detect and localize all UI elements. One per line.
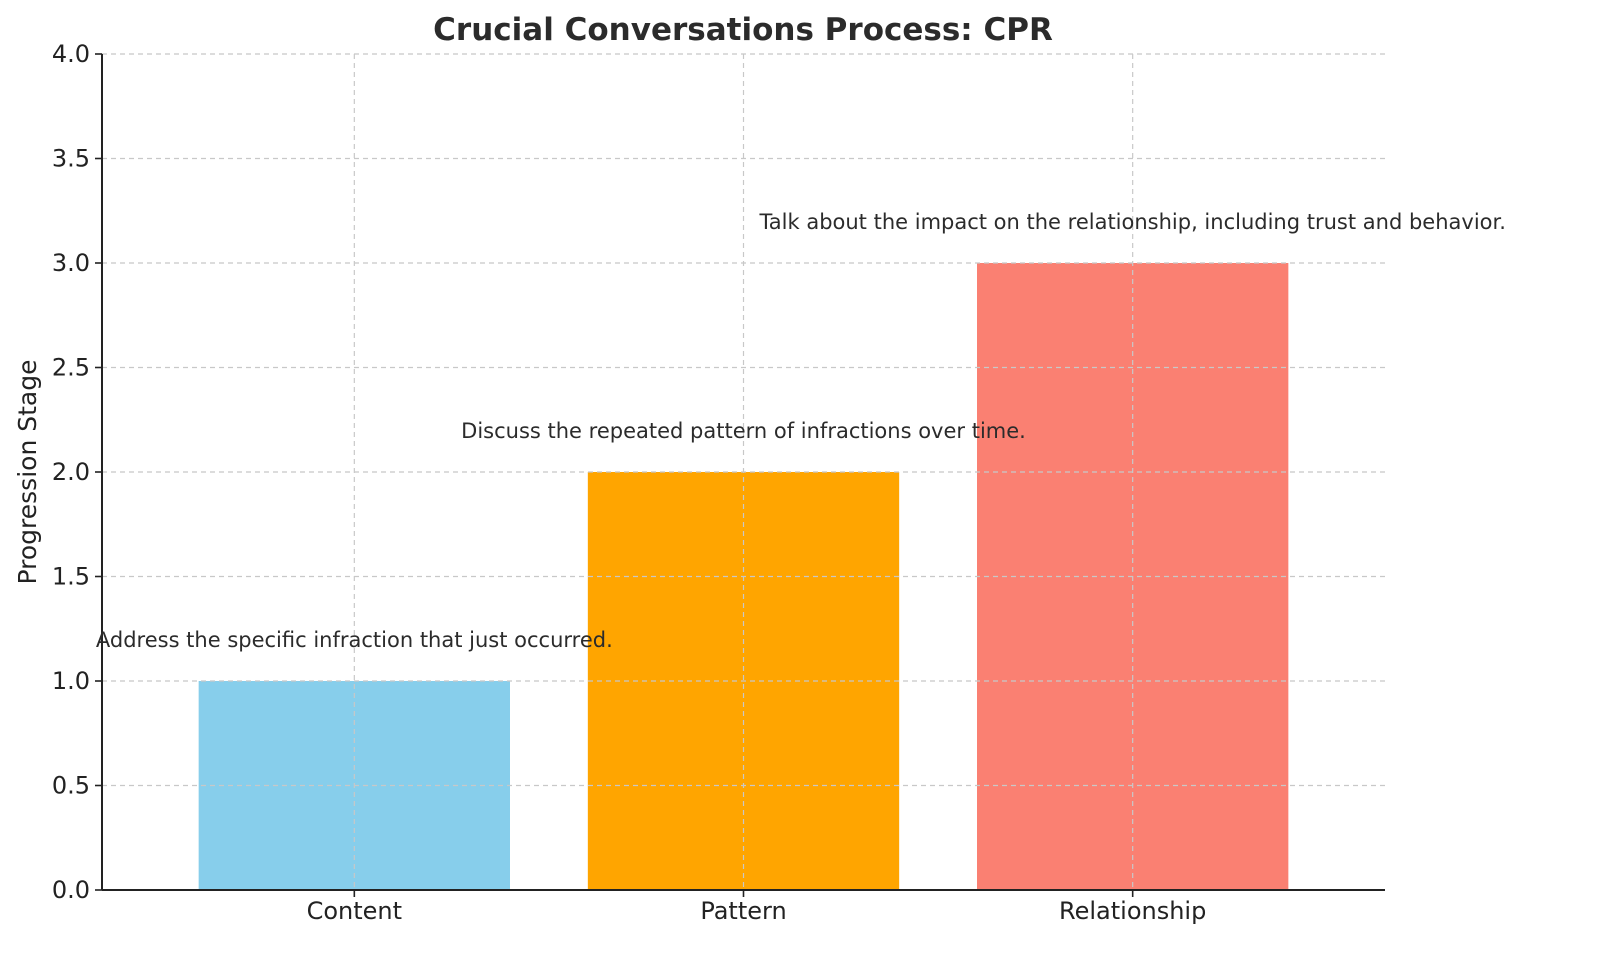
y-tick-label: 0.0: [52, 876, 90, 904]
y-tick-label: 0.5: [52, 772, 90, 800]
grid-lines: [102, 53, 1385, 890]
x-tick-label: Content: [307, 897, 402, 925]
y-tick-label: 2.5: [52, 354, 90, 382]
y-tick-label: 1.0: [52, 667, 90, 695]
bar-annotation: Talk about the impact on the relationshi…: [758, 210, 1505, 234]
bar-annotation: Discuss the repeated pattern of infracti…: [461, 419, 1026, 443]
x-tick-label: Pattern: [700, 897, 786, 925]
bar-annotation: Address the specific infraction that jus…: [96, 628, 613, 652]
y-axis-label: Progression Stage: [13, 360, 42, 585]
y-tick-label: 3.0: [52, 249, 90, 277]
x-tick-label: Relationship: [1059, 897, 1206, 925]
annotations: Address the specific infraction that jus…: [96, 210, 1506, 652]
y-tick-label: 1.5: [52, 563, 90, 591]
chart-title: Crucial Conversations Process: CPR: [433, 12, 1053, 48]
y-tick-label: 3.5: [52, 145, 90, 173]
y-tick-label: 4.0: [52, 40, 90, 68]
y-tick-label: 2.0: [52, 458, 90, 486]
axes: 0.0 0.5 1.0 1.5 2.0 2.5 3.0 3.5 4.0 Content Patter…: [52, 40, 1385, 925]
